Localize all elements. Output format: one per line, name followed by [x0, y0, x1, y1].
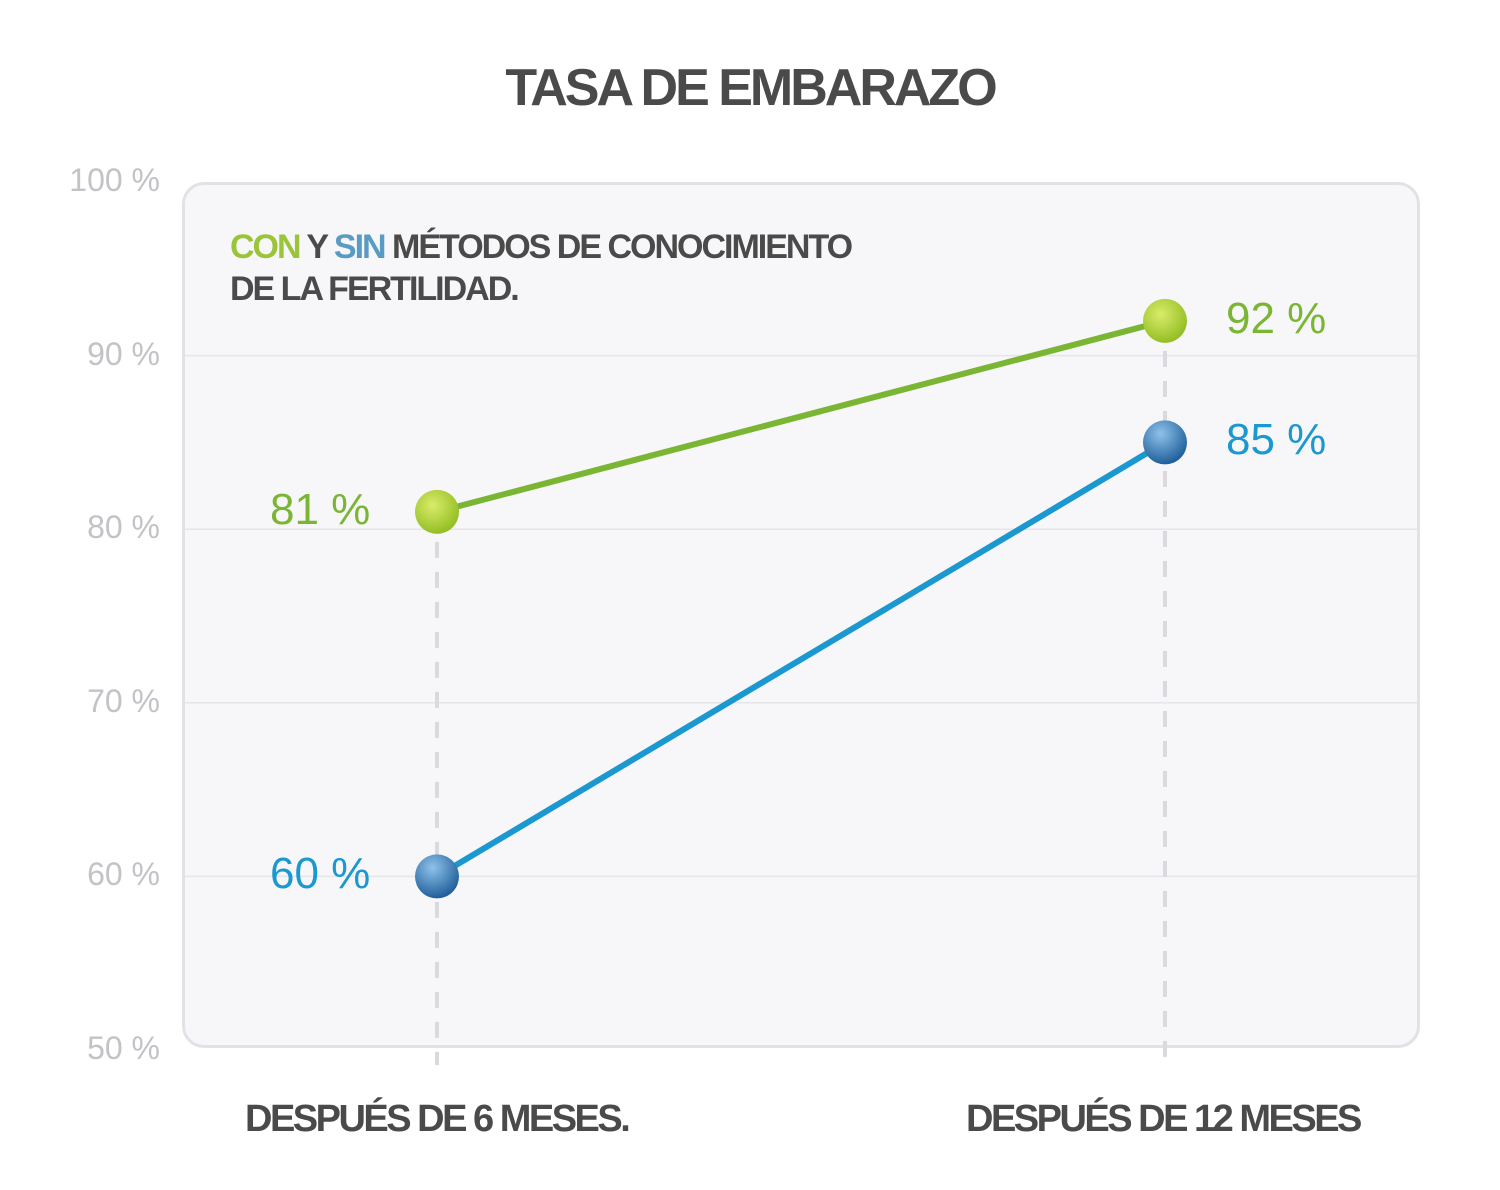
- y-tick-label: 50 %: [87, 1030, 160, 1066]
- y-tick-label: 100 %: [69, 162, 160, 198]
- data-label-sin: 60 %: [270, 849, 371, 899]
- chart-subtitle: CON Y SIN MÉTODOS DE CONOCIMIENTO DE LA …: [230, 226, 853, 310]
- subtitle-line2: DE LA FERTILIDAD.: [230, 270, 520, 308]
- subtitle-sin: SIN: [333, 228, 387, 266]
- series-line-sin: [435, 439, 1167, 879]
- data-label-con: 81 %: [270, 484, 371, 534]
- data-point-con: [1143, 298, 1187, 343]
- data-point-con: [415, 489, 459, 534]
- subtitle-y: Y: [299, 228, 334, 266]
- x-tick-label: DESPUÉS DE 6 MESES.: [245, 1098, 631, 1140]
- data-label-con: 92 %: [1226, 293, 1327, 343]
- series-line-con: [436, 317, 1166, 515]
- data-label-sin: 85 %: [1226, 415, 1327, 465]
- y-tick-label: 70 %: [87, 682, 160, 719]
- chart-title: TASA DE EMBARAZO: [505, 59, 997, 117]
- y-tick-label: 60 %: [87, 856, 160, 893]
- data-point-sin: [415, 854, 459, 899]
- plot-panel: [182, 182, 1420, 1048]
- subtitle-rest: MÉTODOS DE CONOCIMIENTO: [384, 228, 853, 266]
- data-point-sin: [1143, 420, 1187, 465]
- x-tick-label: DESPUÉS DE 12 MESES: [966, 1098, 1362, 1140]
- y-tick-label: 90 %: [87, 335, 160, 372]
- subtitle-con: CON: [230, 228, 302, 266]
- y-tick-label: 80 %: [87, 509, 160, 546]
